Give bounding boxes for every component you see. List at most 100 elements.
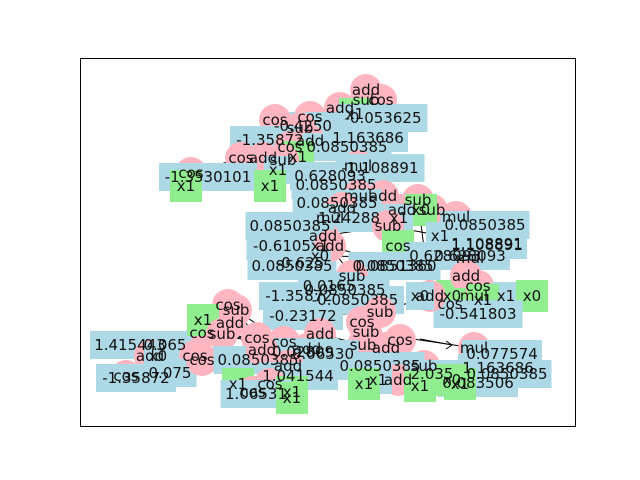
tree-node-label: cos [178, 164, 203, 182]
tree-node-variable [436, 364, 468, 396]
tree-node-label: 1.163686 [332, 129, 404, 147]
tree-node-label: 2.035 [411, 365, 454, 383]
tree-node-label: 0.077574 [466, 345, 538, 363]
tree-node-label: -0.0850385 [312, 291, 399, 309]
tree-node-label: x1 [283, 389, 301, 407]
tree-node-label: -0.6105 [253, 237, 311, 255]
tree-node-variable [276, 382, 308, 414]
tree-node-label: mul [456, 249, 484, 267]
tree-node-constant [406, 282, 434, 310]
tree-node-label: cos [368, 91, 393, 109]
tree-node-label: mul [316, 209, 344, 227]
tree-node-label: x1 [283, 383, 301, 401]
tree-node-label: add [293, 340, 321, 358]
tree-node-label: cos [189, 351, 214, 369]
tree-node-label: 0.0850385 [217, 351, 298, 369]
tree-node-label: 0.0850385 [249, 217, 330, 235]
tree-node-label: cos [240, 383, 265, 401]
tree-node-label: -1.108891 [342, 159, 419, 177]
tree-node-label: 0.0850385 [251, 257, 332, 275]
tree-node-label: x1 [474, 291, 492, 309]
tree-node-label: 0.0850385 [306, 138, 387, 156]
tree-node-label: cos [387, 331, 412, 349]
tree-node-label: -0.23172 [269, 307, 336, 325]
tree-node-label: cos [244, 329, 269, 347]
tree-node-label: cos [262, 111, 287, 129]
tree-node-label: x1 [269, 161, 287, 179]
tree-node-label: -0.4250 [274, 117, 332, 135]
tree-node-label: x1 [194, 311, 212, 329]
tree-node-label: x0 [443, 371, 461, 389]
tree-node-label: 0.0850385 [295, 176, 376, 194]
tree-node-label: 0.0165 [303, 277, 356, 295]
tree-node-label: sub [270, 151, 297, 169]
tree-node-label: cos [465, 277, 490, 295]
tree-node-label: add [248, 341, 276, 359]
tree-node-label: add [136, 347, 164, 365]
tree-node-label: 1.108891 [451, 236, 523, 254]
tree-node-label: add [388, 201, 416, 219]
tree-node-label: add [326, 99, 354, 117]
tree-node-label: add [249, 149, 277, 167]
tree-node-label: add [316, 237, 344, 255]
nodes-layer [90, 74, 552, 414]
edge-arrowhead [419, 338, 453, 350]
tree-node-label: cos [189, 324, 214, 342]
tree-node-label: x0 [523, 287, 541, 305]
tree-node-label: -0.053625 [345, 109, 422, 127]
tree-node-label: 1.108891 [451, 235, 523, 253]
tree-node-label: cos [228, 149, 253, 167]
tree-node-label: add [384, 371, 412, 389]
tree-node-label: cos [271, 333, 296, 351]
tree-node-label: sub [339, 267, 366, 285]
tree-node-label: -0.625 [276, 254, 324, 272]
tree-node-label: 0.0850385 [296, 194, 377, 212]
tree-node-label: sub [405, 191, 432, 209]
tree-node-variable [254, 170, 286, 202]
tree-node-label: add [328, 199, 356, 217]
tree-node-operator [246, 334, 278, 366]
tree-node-label: 1.163686 [462, 359, 534, 377]
tree-node-label: x0 [412, 201, 430, 219]
tree-node-label: 1.24288 [318, 209, 380, 227]
tree-node-label: sub [353, 323, 380, 341]
tree-node-operator [206, 318, 238, 350]
tree-node-label: 1.041544 [262, 367, 334, 385]
tree-node-label: add [216, 314, 244, 332]
tree-node-label: 0.06530 [292, 345, 354, 363]
tree-node-variable [404, 370, 436, 402]
tree-node-label: 0.02809 [272, 343, 334, 361]
tree-node-label: 1.415443 [94, 336, 166, 354]
tree-node-label: add [309, 227, 337, 245]
tree-node-label: x1 [346, 105, 364, 123]
tree-node-label: sub [419, 201, 446, 219]
tree-node-label: add [416, 287, 444, 305]
tree-node-label: sub [223, 301, 250, 319]
tree-node-label: -0.541803 [440, 305, 517, 323]
tree-node-label: 0.0850385 [304, 281, 385, 299]
tree-node-label: mul [344, 157, 372, 175]
tree-node-label: add [372, 339, 400, 357]
tree-node-label: -1.35872 [265, 287, 332, 305]
tree-node-label: x1 [369, 371, 387, 389]
tree-node-label: x1 [355, 375, 373, 393]
tree-node-label: add [352, 81, 380, 99]
tree-node-label: cos [257, 375, 282, 393]
tree-node-label: sub [353, 91, 380, 109]
tree-node-label: 0.0850385 [352, 257, 433, 275]
tree-node-operator [186, 344, 218, 376]
tree-node-label: add [296, 132, 324, 150]
tree-node-label: x0 [149, 347, 167, 365]
tree-node-label: sub [375, 217, 402, 235]
tree-node-label: sub [411, 357, 438, 375]
tree-node-label: sub [287, 119, 314, 137]
tree-node-label: cos [437, 295, 462, 313]
tree-node-label: x0 [311, 247, 329, 265]
tree-node-label: sub [209, 325, 236, 343]
tree-node-label: mul [442, 208, 470, 226]
tree-node-label: cos [182, 347, 207, 365]
tree-node-label: x1 [261, 177, 279, 195]
tree-node-label: x1 [497, 287, 515, 305]
tree-node-label: -1.35872 [236, 131, 303, 149]
